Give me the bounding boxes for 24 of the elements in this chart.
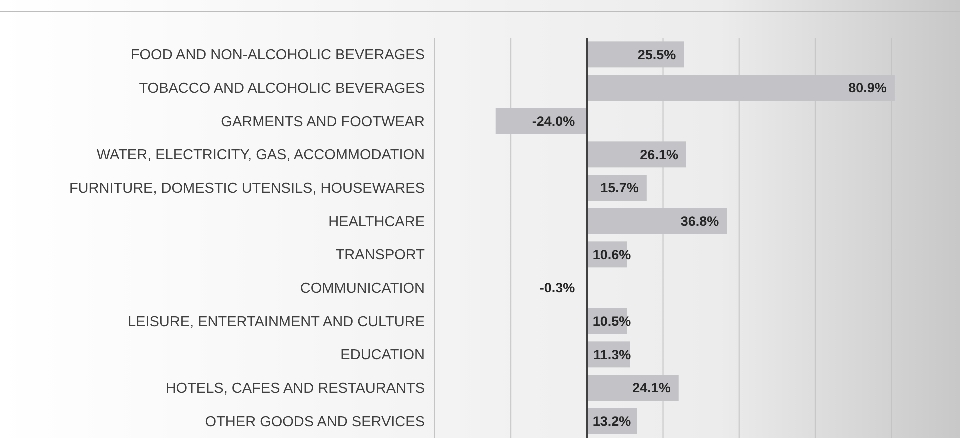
- y-tick-label: GARMENTS AND FOOTWEAR: [221, 114, 425, 130]
- data-label: 36.8%: [680, 214, 720, 230]
- y-tick-label: WATER, ELECTRICITY, GAS, ACCOMMODATION: [96, 148, 425, 164]
- data-label: 10.5%: [592, 314, 632, 330]
- y-tick-label: COMMUNICATION: [300, 281, 425, 298]
- y-tick-label: TOBACCO AND ALCOHOLIC BEVERAGES: [139, 81, 425, 98]
- data-label: 11.3%: [594, 347, 632, 362]
- y-tick-label: HEALTHCARE: [328, 214, 426, 230]
- data-label: 26.1%: [640, 147, 678, 162]
- y-tick-label: TRANSPORT: [336, 248, 426, 264]
- y-tick-label: OTHER GOODS AND SERVICES: [205, 414, 425, 430]
- y-tick-label: LEISURE, ENTERTAINMENT AND CULTURE: [128, 314, 426, 330]
- y-tick-label: EDUCATION: [340, 348, 425, 364]
- data-label: 15.7%: [600, 180, 639, 196]
- y-tick-label: FOOD AND NON-ALCOHOLIC BEVERAGES: [130, 48, 425, 64]
- data-label: 25.5%: [638, 47, 676, 62]
- data-label: 13.2%: [592, 414, 632, 430]
- y-tick-label: HOTELS, CAFES AND RESTAURANTS: [166, 381, 425, 398]
- y-tick-label: FURNITURE, DOMESTIC UTENSILS, HOUSEWARES: [69, 181, 425, 198]
- data-label: -0.3%: [540, 280, 576, 296]
- data-label: 10.6%: [592, 247, 632, 262]
- data-label: 24.1%: [632, 380, 671, 396]
- data-label: 80.9%: [848, 80, 887, 96]
- data-label: -24.0%: [532, 114, 576, 130]
